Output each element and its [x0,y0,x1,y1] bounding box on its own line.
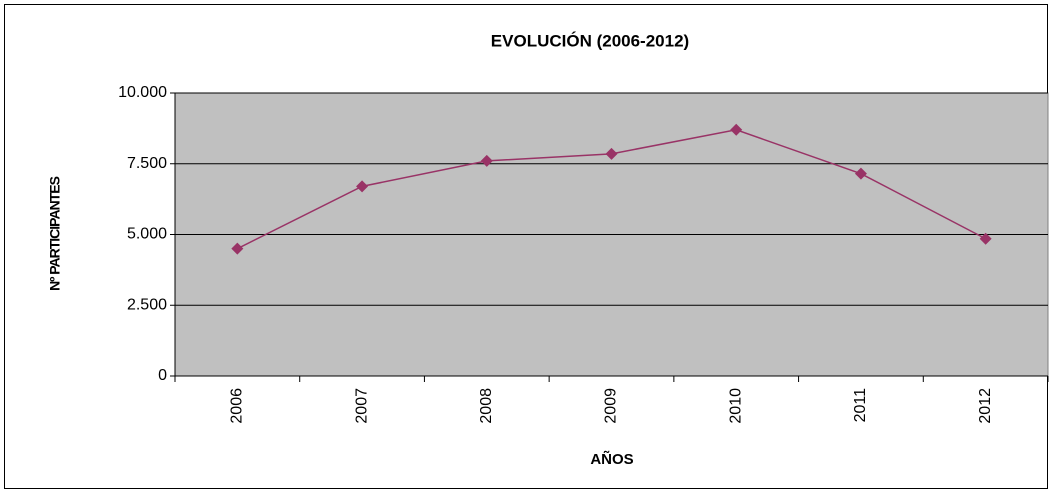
y-tick-label: 2.500 [127,296,167,313]
x-tick-label: 2008 [478,388,495,424]
x-tick-label: 2011 [852,388,869,423]
x-axis-label: AÑOS [590,450,633,468]
data-point [730,123,743,136]
x-tick-label: 2006 [229,388,246,424]
data-point [231,242,244,255]
y-tick-label: 10.000 [118,84,167,101]
x-tick-label: 2012 [977,388,994,424]
y-tick-label: 7.500 [127,155,167,172]
x-tick-label: 2007 [353,388,370,424]
chart-title: EVOLUCIÓN (2006-2012) [491,31,689,50]
data-point [480,154,493,167]
y-tick-label: 5.000 [127,226,167,243]
data-point [605,147,618,160]
data-point [854,167,867,180]
y-axis-label: Nº PARTICIPANTES [47,176,63,290]
x-tick-label: 2010 [727,388,744,424]
data-point [979,232,992,245]
y-tick-label: 0 [158,367,167,384]
data-point [356,180,369,193]
x-tick-label: 2009 [603,388,620,424]
